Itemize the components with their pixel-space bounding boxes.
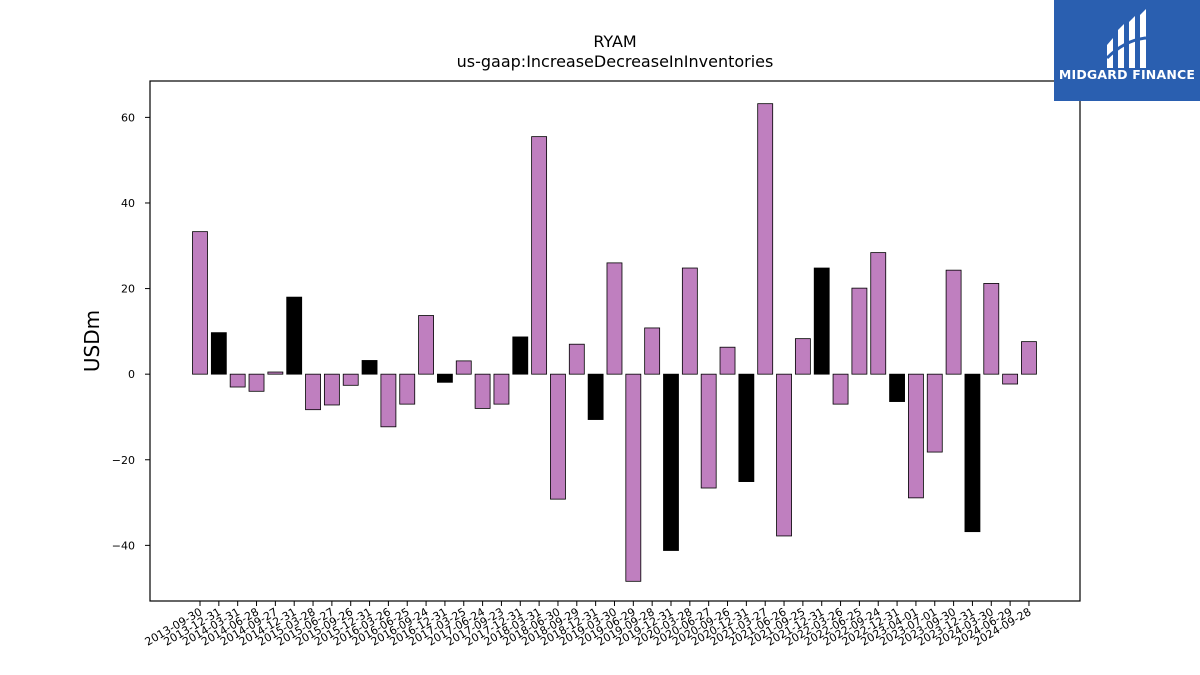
bar — [267, 371, 284, 375]
bar — [399, 373, 416, 405]
bar — [380, 373, 397, 428]
bar — [1021, 341, 1037, 375]
bar — [1002, 373, 1019, 385]
bar — [926, 373, 943, 453]
bar — [870, 252, 887, 375]
y-tick-label: 20 — [121, 283, 135, 296]
plot-frame — [149, 80, 1081, 602]
bar — [832, 373, 849, 405]
bar — [776, 373, 792, 537]
y-axis-label: USDm — [80, 310, 104, 372]
bar — [587, 373, 604, 420]
bar — [644, 327, 661, 375]
brand-mark-icon — [1105, 9, 1147, 68]
y-tick-label: −20 — [112, 454, 135, 467]
bar — [757, 103, 774, 375]
bar — [192, 231, 208, 375]
bar — [455, 360, 472, 375]
bar — [983, 283, 1000, 375]
bar — [794, 338, 811, 375]
bar — [286, 296, 303, 375]
bar — [437, 373, 453, 383]
bar — [719, 346, 736, 375]
bar — [418, 315, 434, 375]
y-tick-label: 0 — [128, 368, 135, 381]
bar — [738, 373, 755, 482]
bar — [908, 373, 924, 499]
bar — [361, 360, 378, 375]
bar — [681, 267, 698, 375]
y-tick-label: −40 — [112, 539, 135, 552]
bar — [550, 373, 566, 500]
bar — [663, 373, 679, 551]
bar — [700, 373, 717, 489]
chart-title-ticker: RYAM — [593, 32, 637, 51]
bar — [210, 332, 227, 375]
chart-title-metric: us-gaap:IncreaseDecreaseInInventories — [456, 52, 774, 71]
bar — [606, 262, 623, 375]
bar — [229, 373, 246, 388]
bar — [531, 136, 548, 375]
chart-title: RYAM us-gaap:IncreaseDecreaseInInventori… — [0, 32, 1200, 72]
y-tick-label: 40 — [121, 197, 135, 210]
bar — [813, 267, 830, 375]
bar — [323, 373, 340, 406]
bar — [851, 287, 868, 375]
bar — [305, 373, 321, 411]
bar — [248, 373, 265, 392]
brand-logo: MIDGARD FINANCE — [1054, 0, 1200, 101]
bar — [493, 373, 510, 405]
bar — [945, 269, 962, 375]
y-tick-label: 60 — [121, 111, 135, 124]
bar — [625, 373, 642, 582]
bar — [512, 336, 529, 375]
bar — [342, 373, 359, 386]
bar — [964, 373, 981, 533]
bar — [889, 373, 905, 402]
bar — [568, 343, 585, 375]
brand-name: MIDGARD FINANCE — [1058, 67, 1196, 82]
bar — [474, 373, 491, 409]
